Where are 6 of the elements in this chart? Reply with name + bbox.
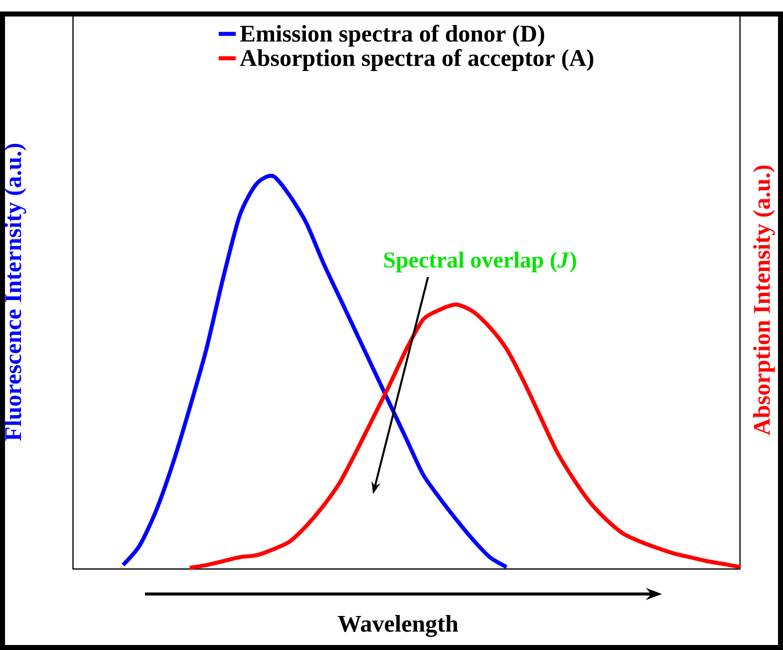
x-axis-title: Wavelength — [338, 615, 458, 637]
y-axis-title: Fluorescence Internsity (a.u.) — [4, 144, 26, 441]
legend-label: Absorption spectra of acceptor (A) — [240, 49, 594, 71]
annotation: Spectral overlap (J) — [384, 252, 576, 272]
y2-axis-title: Absorption Intensity (a.u.) — [753, 166, 775, 436]
legend-label: Emission spectra of donor (D) — [240, 24, 544, 47]
